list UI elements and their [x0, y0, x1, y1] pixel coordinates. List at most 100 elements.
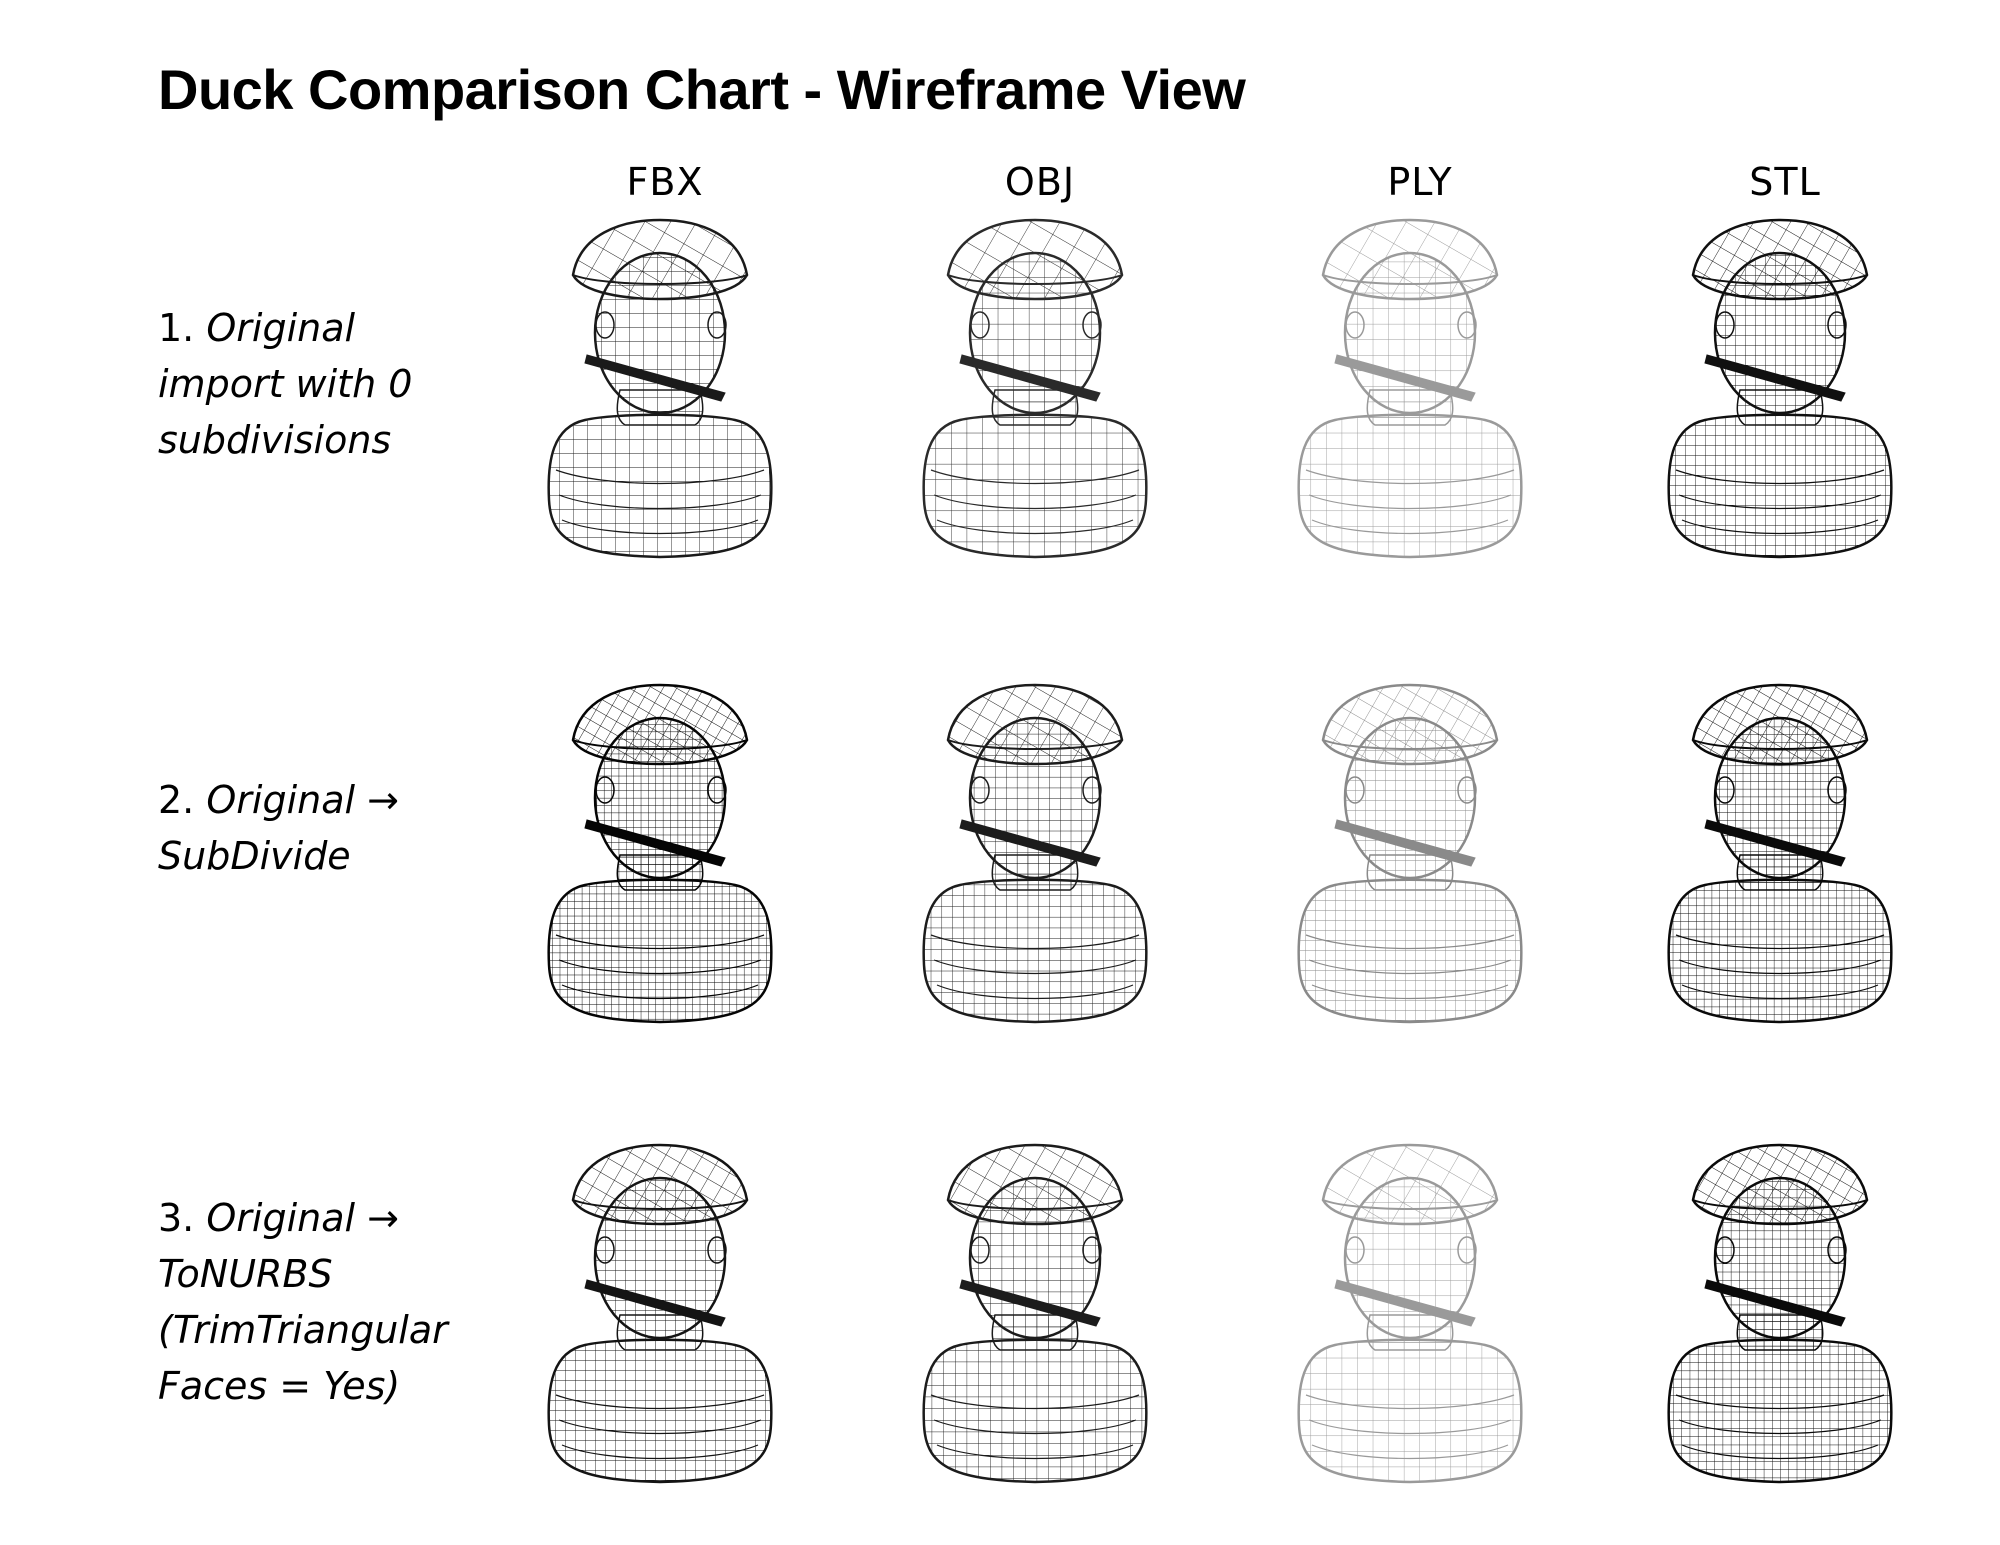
duck-body-contour [1308, 1419, 1512, 1435]
duck-hat-brim [572, 1199, 748, 1210]
duck-body-contour [1311, 1444, 1509, 1460]
duck-body-contour [1678, 494, 1882, 510]
duck-hat-brim [1692, 739, 1868, 750]
duck-eye-right [707, 776, 727, 804]
row-number: 1. [158, 306, 195, 350]
duck-eye-left [1715, 776, 1735, 804]
wireframe-duck-svg [547, 683, 773, 1024]
duck-beak [959, 354, 1101, 402]
row-number: 3. [158, 1196, 195, 1240]
duck-hat-brim [947, 1199, 1123, 1210]
wireframe-duck-svg [1297, 683, 1523, 1024]
duck-body-contour [558, 959, 762, 975]
row-label-line: Faces = Yes) [158, 1364, 401, 1408]
duck-hat-mesh [571, 218, 749, 301]
row-number: 2. [158, 778, 195, 822]
duck-body-mesh [1297, 413, 1523, 559]
duck-body-contour [1308, 494, 1512, 510]
duck-hat-brim [1322, 274, 1498, 285]
duck-body-contour [1305, 469, 1515, 485]
duck-wireframe-stl-row-2 [1665, 680, 1895, 1030]
wireframe-duck-svg [922, 683, 1148, 1024]
duck-body-contour [930, 469, 1140, 485]
duck-beak [1334, 819, 1476, 867]
duck-wireframe-ply-row-3 [1295, 1140, 1525, 1490]
duck-eye-left [1715, 311, 1735, 339]
row-label-line: Original → [206, 778, 399, 822]
duck-body-contour [1678, 1419, 1882, 1435]
duck-hat-mesh [946, 1143, 1124, 1226]
duck-body-mesh [547, 878, 773, 1024]
row-label-line: Original [206, 306, 356, 350]
duck-body-mesh [547, 1338, 773, 1484]
duck-hat-brim [947, 274, 1123, 285]
duck-hat-mesh [946, 683, 1124, 766]
column-header-obj: OBJ [1004, 160, 1076, 204]
duck-body-contour [561, 984, 759, 1000]
duck-eye-left [1715, 1236, 1735, 1264]
duck-eye-right [1082, 311, 1102, 339]
duck-beak [584, 819, 726, 867]
duck-eye-right [1457, 776, 1477, 804]
duck-body-contour [1675, 469, 1885, 485]
wireframe-duck-svg [1667, 218, 1893, 559]
duck-hat-mesh [1321, 683, 1499, 766]
duck-body-mesh [1667, 878, 1893, 1024]
duck-body-contour [936, 1444, 1134, 1460]
duck-eye-left [595, 776, 615, 804]
duck-body-contour [561, 1444, 759, 1460]
column-header-stl: STL [1749, 160, 1821, 204]
duck-body-mesh [922, 878, 1148, 1024]
duck-eye-left [1345, 1236, 1365, 1264]
wireframe-duck-svg [1297, 218, 1523, 559]
duck-body-contour [936, 984, 1134, 1000]
duck-wireframe-obj-row-1 [920, 215, 1150, 565]
duck-wireframe-stl-row-1 [1665, 215, 1895, 565]
duck-body-contour [1311, 984, 1509, 1000]
row-label-line: SubDivide [158, 834, 351, 878]
column-header-fbx: FBX [626, 160, 704, 204]
duck-body-contour [1675, 934, 1885, 950]
duck-body-contour [933, 1419, 1137, 1435]
row-label-line: (TrimTriangular [158, 1308, 448, 1352]
duck-body-contour [930, 934, 1140, 950]
duck-eye-right [1827, 1236, 1847, 1264]
duck-eye-left [970, 1236, 990, 1264]
row-label-1: 1. Original import with 0 subdivisions [158, 300, 498, 468]
wireframe-duck-svg [922, 218, 1148, 559]
row-label-2: 2. Original → SubDivide [158, 772, 498, 884]
duck-hat-mesh [571, 683, 749, 766]
duck-hat-mesh [571, 1143, 749, 1226]
duck-eye-left [595, 311, 615, 339]
duck-eye-left [1345, 776, 1365, 804]
duck-body-mesh [1297, 1338, 1523, 1484]
duck-hat-brim [572, 739, 748, 750]
duck-body-contour [930, 1394, 1140, 1410]
row-label-line: ToNURBS [158, 1252, 333, 1296]
duck-eye-left [970, 776, 990, 804]
duck-body-mesh [1667, 1338, 1893, 1484]
duck-body-mesh [1297, 878, 1523, 1024]
row-label-line: subdivisions [158, 418, 392, 462]
duck-hat-mesh [1691, 1143, 1869, 1226]
duck-eye-right [707, 311, 727, 339]
duck-hat-brim [947, 739, 1123, 750]
duck-beak [584, 1279, 726, 1327]
duck-hat-brim [1692, 274, 1868, 285]
duck-eye-right [1082, 1236, 1102, 1264]
wireframe-duck-svg [547, 1143, 773, 1484]
wireframe-duck-svg [547, 218, 773, 559]
duck-hat-mesh [1321, 1143, 1499, 1226]
duck-body-contour [555, 1394, 765, 1410]
duck-beak [1334, 354, 1476, 402]
duck-body-contour [1681, 519, 1879, 535]
row-label-line: import with 0 [158, 362, 413, 406]
page-title: Duck Comparison Chart - Wireframe View [158, 58, 1246, 121]
duck-eye-left [970, 311, 990, 339]
duck-body-contour [1305, 1394, 1515, 1410]
duck-beak [959, 1279, 1101, 1327]
duck-hat-brim [1322, 1199, 1498, 1210]
duck-body-contour [1305, 934, 1515, 950]
duck-body-contour [1675, 1394, 1885, 1410]
duck-body-contour [1678, 959, 1882, 975]
